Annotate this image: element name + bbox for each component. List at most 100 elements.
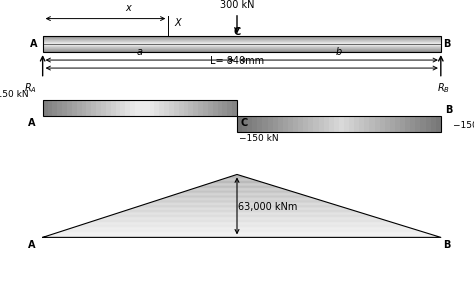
Polygon shape [58,231,425,232]
Bar [149,100,155,116]
Bar [155,100,159,116]
Text: L= 840mm: L= 840mm [210,56,264,66]
Bar [405,116,410,132]
Bar [263,116,267,132]
Bar [43,37,441,38]
Bar [57,100,62,116]
Bar [349,116,354,132]
Bar [43,100,47,116]
Bar [101,100,106,116]
Bar [293,116,298,132]
Bar [247,116,252,132]
Bar [43,47,441,48]
Bar [193,100,198,116]
Polygon shape [233,174,241,176]
Polygon shape [50,234,433,235]
Bar [319,116,324,132]
Bar [237,116,242,132]
Polygon shape [62,230,420,231]
Polygon shape [46,235,437,236]
Bar [183,100,188,116]
Text: 63,000 kNm: 63,000 kNm [238,202,298,212]
Bar [252,116,257,132]
Polygon shape [144,203,335,205]
Bar [125,100,130,116]
Bar [415,116,420,132]
Bar [334,116,339,132]
Bar [298,116,303,132]
Bar [232,100,237,116]
Polygon shape [109,215,372,216]
Bar [174,100,179,116]
Bar [370,116,374,132]
Text: A: A [30,39,38,49]
Bar [43,48,441,49]
Polygon shape [55,232,428,234]
Polygon shape [175,193,302,194]
Bar [43,36,441,52]
Polygon shape [132,207,347,208]
Bar [218,100,222,116]
Bar [43,49,441,50]
Bar [77,100,82,116]
Polygon shape [101,217,380,219]
Bar [278,116,283,132]
Bar [228,100,232,116]
Text: B: B [443,240,451,250]
Polygon shape [136,206,343,207]
Text: b: b [336,47,342,57]
Bar [237,116,441,132]
Bar [43,100,237,116]
Text: −150 kN: −150 kN [239,134,279,143]
Bar [213,100,218,116]
Polygon shape [198,186,278,187]
Bar [400,116,405,132]
Polygon shape [147,202,331,203]
Polygon shape [191,188,286,190]
Bar [426,116,430,132]
Polygon shape [186,190,290,191]
Polygon shape [167,196,310,197]
Text: C: C [240,118,247,128]
Bar [436,116,441,132]
Bar [303,116,309,132]
Bar [359,116,365,132]
Bar [257,116,263,132]
Bar [43,50,441,51]
Bar [324,116,328,132]
Text: $R_B$: $R_B$ [437,82,450,95]
Bar [140,100,145,116]
Bar [374,116,380,132]
Bar [47,100,52,116]
Bar [67,100,72,116]
Bar [354,116,359,132]
Bar [339,116,344,132]
Bar [203,100,208,116]
Polygon shape [93,220,388,221]
Bar [164,100,169,116]
Polygon shape [182,191,294,192]
Text: X: X [174,19,181,28]
Polygon shape [214,181,262,182]
Bar [62,100,67,116]
Bar [380,116,385,132]
Bar [309,116,313,132]
Polygon shape [124,210,355,211]
Bar [198,100,203,116]
Bar [159,100,164,116]
Polygon shape [140,205,339,206]
Bar [222,100,228,116]
Polygon shape [229,176,245,177]
Bar [43,51,441,52]
Text: a: a [137,47,143,57]
Bar [91,100,96,116]
Bar [43,42,441,43]
Bar [283,116,288,132]
Bar [130,100,135,116]
Polygon shape [78,225,404,226]
Polygon shape [74,226,408,227]
Bar [273,116,278,132]
Bar [82,100,86,116]
Text: +150 kN: +150 kN [0,90,28,99]
Polygon shape [159,198,319,200]
